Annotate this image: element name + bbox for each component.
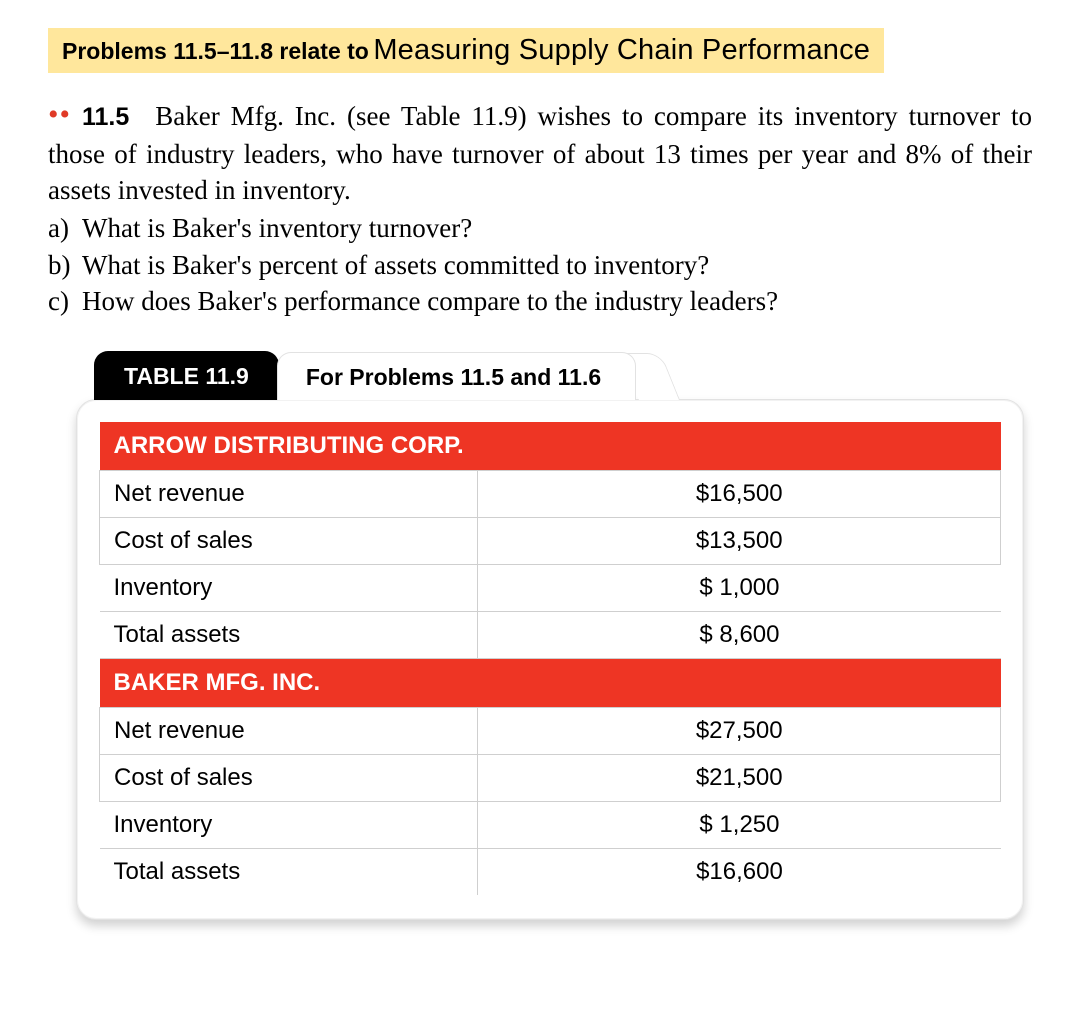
table-row: Total assets $ 8,600 [100,611,1001,658]
table-section-header: BAKER MFG. INC. [100,658,1001,707]
question-label: c) [48,283,82,319]
question-text: What is Baker's percent of assets commit… [82,247,709,283]
table-row: Net revenue $16,500 [100,470,1001,517]
problem-paragraph: •• 11.5Baker Mfg. Inc. (see Table 11.9) … [48,95,1032,208]
row-value: $16,500 [478,470,1001,517]
table-row: Cost of sales $13,500 [100,517,1001,564]
section-title: ARROW DISTRIBUTING CORP. [100,422,1001,471]
table-section-header: ARROW DISTRIBUTING CORP. [100,422,1001,471]
row-value: $ 1,000 [478,564,1001,611]
difficulty-dots-icon: •• [48,98,71,131]
row-value: $21,500 [478,754,1001,801]
row-value: $16,600 [478,848,1001,895]
table-row: Inventory $ 1,250 [100,801,1001,848]
table-row: Total assets $16,600 [100,848,1001,895]
question-b: b) What is Baker's percent of assets com… [48,247,1032,283]
page: Problems 11.5–11.8 relate to Measuring S… [0,0,1080,960]
row-value: $13,500 [478,517,1001,564]
row-label: Total assets [100,611,478,658]
row-label: Inventory [100,801,478,848]
section-title: BAKER MFG. INC. [100,658,1001,707]
question-list: a) What is Baker's inventory turnover? b… [48,210,1032,319]
row-label: Cost of sales [100,754,478,801]
tab-row: TABLE 11.9 For Problems 11.5 and 11.6 [76,350,1024,400]
table-row: Cost of sales $21,500 [100,754,1001,801]
section-lead: Problems 11.5–11.8 relate to [62,38,369,64]
row-label: Total assets [100,848,478,895]
table-row: Net revenue $27,500 [100,707,1001,754]
section-header: Problems 11.5–11.8 relate to Measuring S… [48,28,884,73]
question-text: What is Baker's inventory turnover? [82,210,472,246]
financial-table: ARROW DISTRIBUTING CORP. Net revenue $16… [99,422,1001,895]
question-label: b) [48,247,82,283]
row-label: Net revenue [100,707,478,754]
row-value: $ 1,250 [478,801,1001,848]
row-label: Net revenue [100,470,478,517]
row-value: $27,500 [478,707,1001,754]
table-caption-tab: For Problems 11.5 and 11.6 [277,352,636,400]
row-label: Cost of sales [100,517,478,564]
problem-number: 11.5 [82,103,129,131]
row-label: Inventory [100,564,478,611]
table-container: ARROW DISTRIBUTING CORP. Net revenue $16… [76,399,1024,920]
table-number-tab: TABLE 11.9 [94,351,279,400]
question-c: c) How does Baker's performance compare … [48,283,1032,319]
question-a: a) What is Baker's inventory turnover? [48,210,1032,246]
table-card: TABLE 11.9 For Problems 11.5 and 11.6 AR… [76,350,1024,920]
question-text: How does Baker's performance compare to … [82,283,778,319]
row-value: $ 8,600 [478,611,1001,658]
section-topic: Measuring Supply Chain Performance [373,34,870,66]
table-row: Inventory $ 1,000 [100,564,1001,611]
question-label: a) [48,210,82,246]
problem-text: Baker Mfg. Inc. (see Table 11.9) wishes … [48,101,1032,205]
